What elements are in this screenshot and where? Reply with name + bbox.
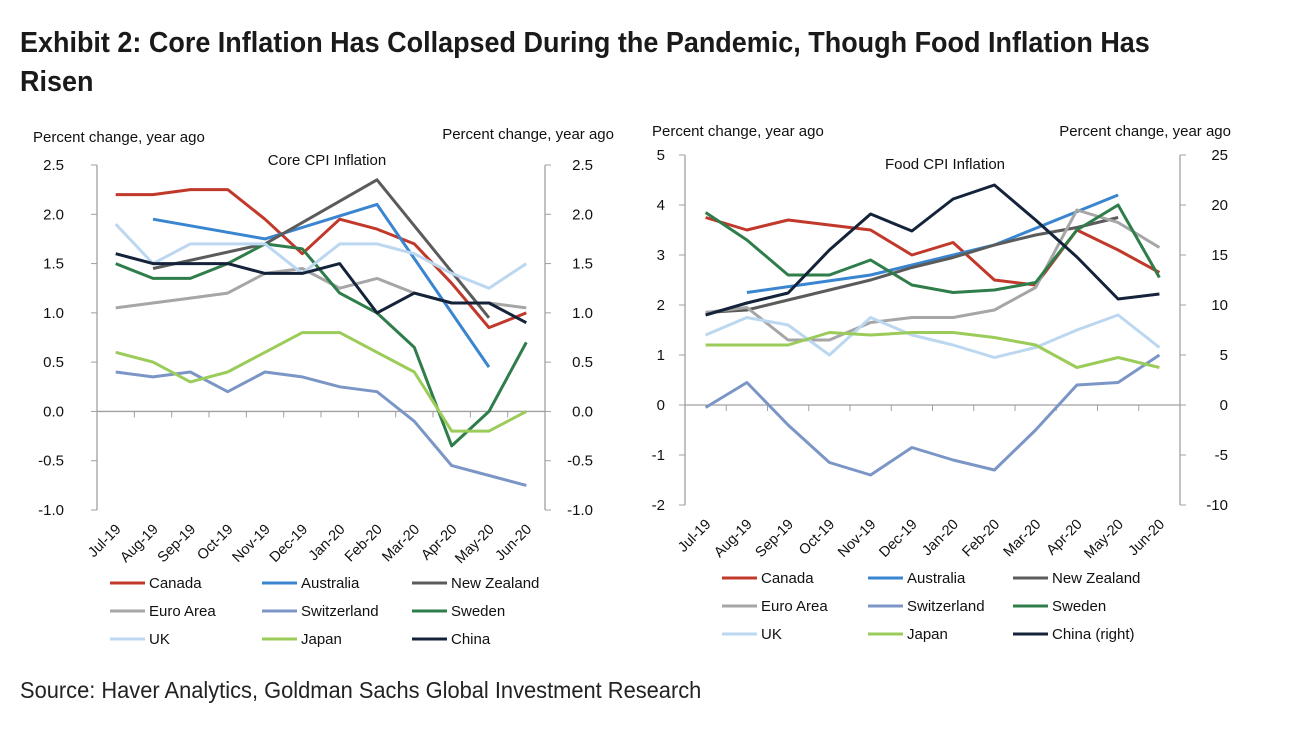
series-line-switzerland <box>115 370 527 487</box>
right-y-tick-label: 0 <box>1220 397 1228 414</box>
left-y-tick-label: -0.5 <box>38 453 64 470</box>
x-category-label: May-20 <box>1081 517 1127 563</box>
source-note: Source: Haver Analytics, Goldman Sachs G… <box>20 677 702 703</box>
right-y-tick-label: 0.5 <box>572 354 593 371</box>
left-y-tick-label: -2 <box>652 497 665 514</box>
exhibit-title: Exhibit 2: Core Inflation Has Collapsed … <box>20 27 1150 98</box>
legend-label-switzerland: Switzerland <box>301 603 379 620</box>
chart-title: Core CPI Inflation <box>268 152 386 169</box>
left-y-tick-label: 1.0 <box>43 305 64 322</box>
x-category-label: Apr-20 <box>1044 517 1086 559</box>
right-y-tick-label: 10 <box>1211 297 1228 314</box>
left-y-tick-label: 2 <box>657 297 665 314</box>
chart-title: Food CPI Inflation <box>885 156 1005 173</box>
x-category-label: Oct-19 <box>796 517 838 559</box>
right-y-tick-label: -0.5 <box>567 453 593 470</box>
legend-label-canada: Canada <box>149 575 202 592</box>
legend-label-new-zealand: New Zealand <box>451 575 539 592</box>
legend-label-euro-area: Euro Area <box>149 603 216 620</box>
right-y-tick-label: 15 <box>1211 247 1228 264</box>
left-y-tick-label: 1 <box>657 347 665 364</box>
x-category-label: Feb-20 <box>959 517 1003 561</box>
right-y-tick-label: -10 <box>1206 497 1228 514</box>
right-axis-label: Percent change, year ago <box>442 126 614 143</box>
right-y-tick-label: 1.0 <box>572 305 593 322</box>
right-y-tick-label: 5 <box>1220 347 1228 364</box>
series-line-canada <box>705 216 1161 287</box>
legend-label-australia: Australia <box>907 570 966 587</box>
right-y-tick-label: -5 <box>1215 447 1228 464</box>
left-y-tick-label: -1.0 <box>38 502 64 519</box>
legend-label-uk: UK <box>761 626 782 643</box>
series-line-australia <box>746 193 1119 294</box>
series-line-china-right <box>705 183 1160 317</box>
series-line-new-zealand <box>152 178 491 319</box>
x-category-label: Jun-20 <box>1126 517 1169 560</box>
series-line-canada <box>115 188 527 330</box>
left-y-tick-label: 2.5 <box>43 157 64 174</box>
left-y-tick-label: 2.0 <box>43 206 64 223</box>
legend-label-canada: Canada <box>761 570 814 587</box>
x-category-label: Nov-19 <box>835 517 879 561</box>
right-y-tick-label: 2.5 <box>572 157 593 174</box>
left-y-tick-label: 0 <box>657 397 665 414</box>
right-y-tick-label: -1.0 <box>567 502 593 519</box>
legend-label-japan: Japan <box>301 631 342 648</box>
x-category-label: Sep-19 <box>753 517 797 561</box>
left-y-tick-label: 5 <box>657 147 665 164</box>
legend-label-china-right: China (right) <box>1052 626 1135 643</box>
series-line-sweden <box>704 203 1161 294</box>
left-y-tick-label: 0.5 <box>43 354 64 371</box>
series-line-uk <box>114 223 528 290</box>
series-line-sweden <box>115 242 528 448</box>
legend-label-euro-area: Euro Area <box>761 598 828 615</box>
legend-label-china: China <box>451 631 491 648</box>
legend-label-sweden: Sweden <box>451 603 505 620</box>
right-y-tick-label: 0.0 <box>572 403 593 420</box>
series-line-euro-area <box>705 208 1161 342</box>
x-category-label: Dec-19 <box>876 517 920 561</box>
core-cpi-chart: 2.5 2.0 1.5 1.0 0.5 0.0 -0.5 -1.0 2.5 2.0 1.5 1.0 0.… <box>33 126 614 648</box>
legend-label-sweden: Sweden <box>1052 598 1106 615</box>
legend-label-australia: Australia <box>301 575 360 592</box>
left-axis-label: Percent change, year ago <box>652 123 824 140</box>
left-y-tick-label: 4 <box>657 197 665 214</box>
series-line-switzerland <box>704 353 1161 477</box>
x-category-label: Jul-19 <box>675 517 714 556</box>
legend-label-new-zealand: New Zealand <box>1052 570 1140 587</box>
series-line-uk <box>705 313 1161 359</box>
right-y-tick-label: 2.0 <box>572 206 593 223</box>
right-y-tick-label: 20 <box>1211 197 1228 214</box>
x-category-label: Aug-19 <box>711 517 755 561</box>
left-y-tick-label: 0.0 <box>43 403 64 420</box>
legend-label-uk: UK <box>149 631 170 648</box>
left-y-tick-label: 3 <box>657 247 665 264</box>
series-line-japan <box>705 331 1160 369</box>
right-y-tick-label: 1.5 <box>572 256 593 273</box>
left-axis-label: Percent change, year ago <box>33 129 205 146</box>
series-line-japan <box>115 331 528 433</box>
left-y-tick-label: 1.5 <box>43 256 64 273</box>
x-category-label: Mar-20 <box>1001 517 1045 561</box>
series-line-australia <box>152 202 491 368</box>
left-y-tick-label: -1 <box>652 447 665 464</box>
legend-label-japan: Japan <box>907 626 948 643</box>
right-axis-label: Percent change, year ago <box>1059 123 1231 140</box>
right-y-tick-label: 25 <box>1211 147 1228 164</box>
series-line-china <box>115 252 528 325</box>
x-category-label: Jan-20 <box>919 517 962 560</box>
legend-label-switzerland: Switzerland <box>907 598 985 615</box>
